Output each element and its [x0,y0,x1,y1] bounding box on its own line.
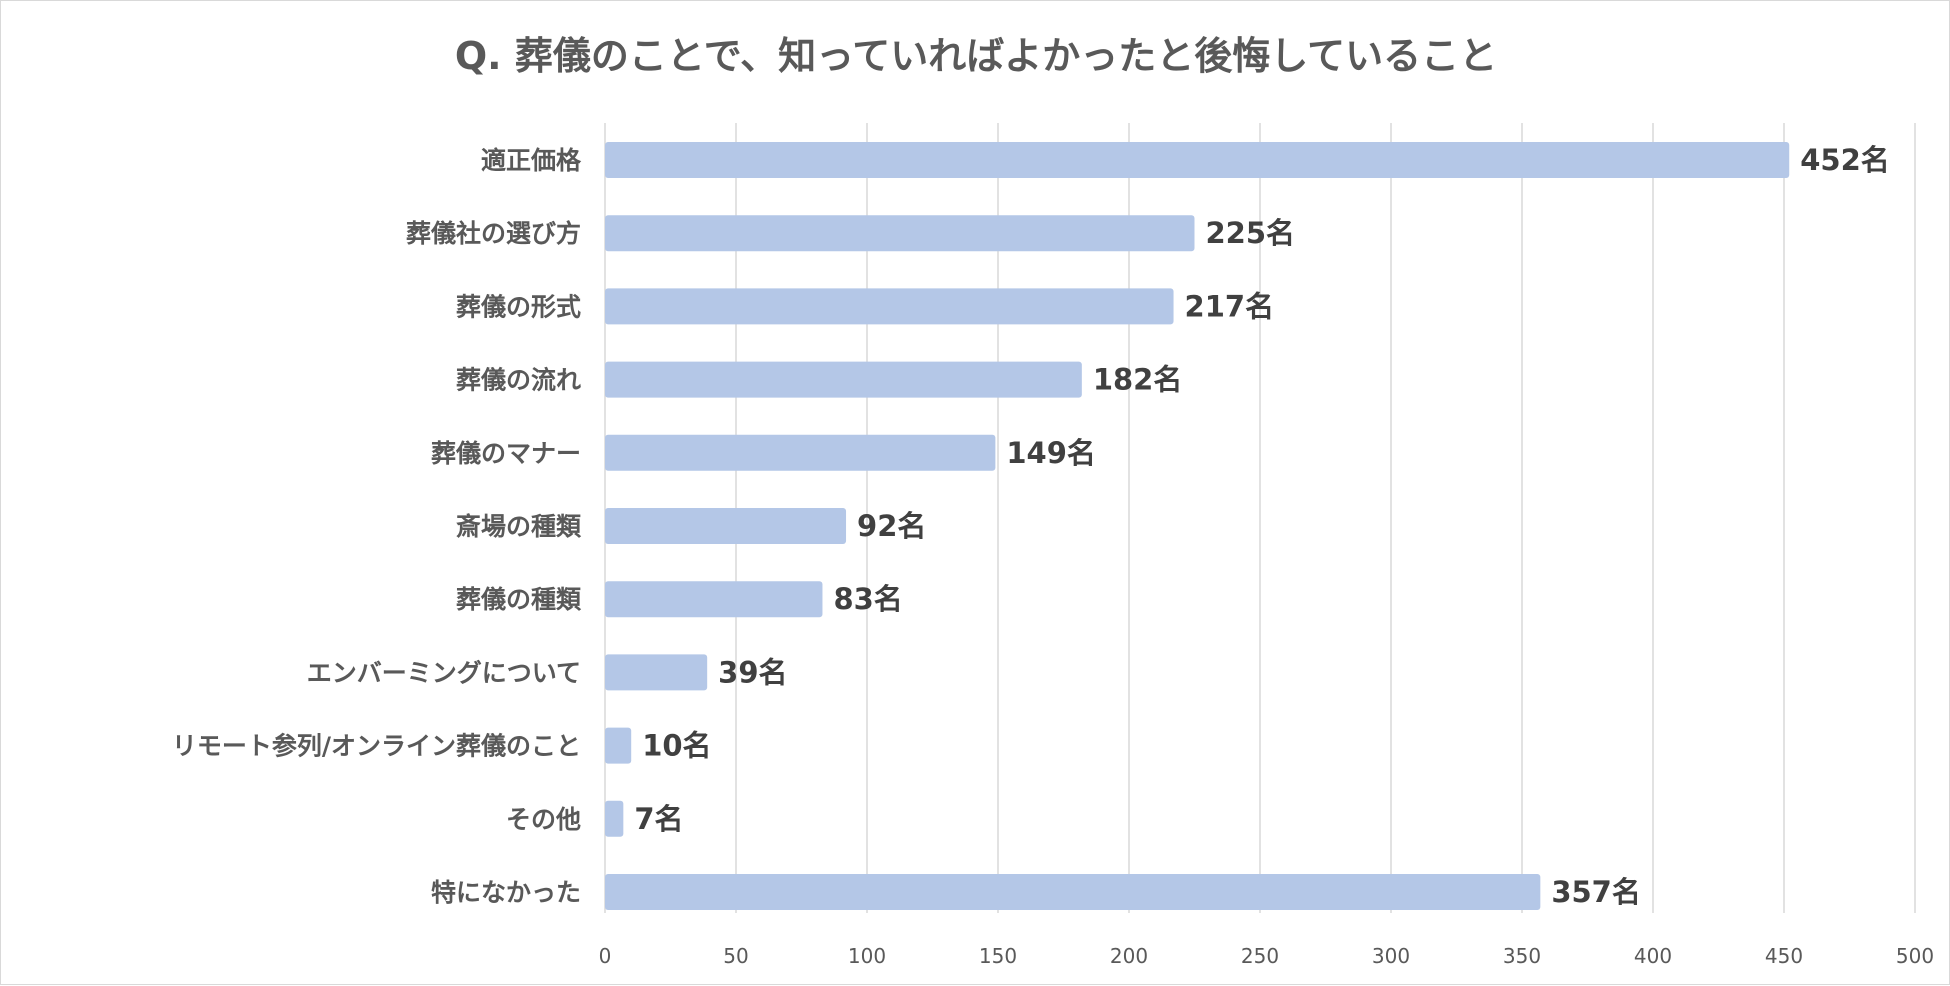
data-label: 7名 [634,802,683,836]
x-tick-label: 150 [979,944,1017,968]
data-label: 357名 [1551,875,1641,909]
x-tick-label: 300 [1372,944,1410,968]
x-tick-label: 100 [848,944,886,968]
category-label: 葬儀の形式 [456,292,581,321]
bar [605,874,1541,910]
bar [605,434,996,471]
data-label: 225名 [1206,216,1296,250]
data-label: 39名 [718,655,787,689]
data-label: 92名 [857,509,926,543]
category-label: エンバーミングについて [307,658,581,687]
category-labels: 適正価格葬儀社の選び方葬儀の形式葬儀の流れ葬儀のマナー斎場の種類葬儀の種類エンバ… [172,146,582,907]
bar [605,142,1790,178]
data-label: 217名 [1185,289,1275,323]
x-tick-label: 350 [1503,944,1541,968]
gridlines [604,123,1916,913]
category-label: 葬儀の流れ [456,366,581,395]
x-tick-label: 50 [723,944,748,968]
data-label: 83名 [833,582,902,616]
category-label: その他 [506,805,581,834]
data-label: 149名 [1006,436,1096,470]
x-tick-label: 250 [1241,944,1279,968]
bar [605,581,823,618]
x-tick-label: 500 [1896,944,1934,968]
category-label: 葬儀社の選び方 [406,219,581,248]
category-label: リモート参列/オンライン葬儀のこと [172,732,581,761]
category-label: 葬儀の種類 [456,585,582,614]
x-tick-label: 200 [1110,944,1148,968]
category-label: 特になかった [431,878,581,907]
category-label: 適正価格 [481,146,582,175]
chart-title: Q. 葬儀のことで、知っていればよかったと後悔していること [455,34,1497,78]
bar [605,508,847,544]
data-label: 452名 [1800,143,1890,177]
category-label: 葬儀のマナー [431,439,581,468]
bar [605,800,624,837]
bar [605,727,632,764]
category-label: 斎場の種類 [456,512,582,541]
x-tick-label: 400 [1634,944,1672,968]
bar [605,215,1195,252]
bar [605,361,1082,398]
x-axis-tick-labels: 0 50 100 150 200 250 300 350 400 450 500 [599,944,1934,968]
bar [605,654,708,691]
data-label: 182名 [1093,363,1183,397]
data-label: 10名 [642,729,711,763]
bar [605,288,1174,325]
x-tick-label: 450 [1765,944,1803,968]
x-tick-label: 0 [599,944,612,968]
bars [605,142,1790,910]
value-labels: 452名 225名 217名 182名 149名 92名 83名 39名 10名 7名 357名 [634,143,1889,909]
